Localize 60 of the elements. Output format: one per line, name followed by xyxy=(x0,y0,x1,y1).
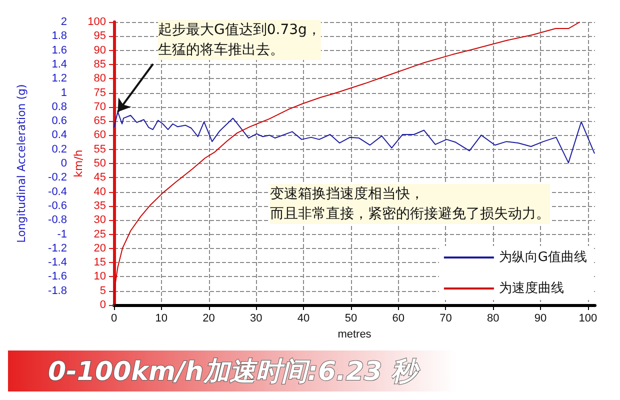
y2-axis-title: km/h xyxy=(72,150,85,178)
y2-tick-label: 75 xyxy=(94,86,106,99)
y-axis-title: Longitudinal Acceleration (g) xyxy=(15,84,28,243)
y2-tick-label: 10 xyxy=(94,270,106,283)
y2-tick-label: 95 xyxy=(94,30,106,42)
y2-tick-label: 35 xyxy=(94,200,106,212)
legend-label: 为纵向G值曲线 xyxy=(498,250,588,265)
x-tick-label: 10 xyxy=(155,312,168,324)
x-tick-label: 0 xyxy=(110,312,118,324)
y-tick-label: 1.2 xyxy=(52,72,67,85)
y2-tick-label: 100 xyxy=(88,16,106,28)
y2-tick-label: 85 xyxy=(94,58,106,70)
x-tick-label: 30 xyxy=(250,312,262,324)
y2-tick-label: 70 xyxy=(94,100,106,113)
x-tick-label: 60 xyxy=(392,312,404,324)
x-tick-label: 80 xyxy=(486,312,500,324)
y-tick-label: 0.2 xyxy=(52,143,67,156)
y2-tick-label: 5 xyxy=(100,284,106,297)
y2-tick-label: 25 xyxy=(94,228,106,240)
x-tick-label: 90 xyxy=(534,312,547,324)
y-tick-label: 1.4 xyxy=(52,58,67,70)
x-axis-title: metres xyxy=(338,328,372,340)
y-tick-label: -0.4 xyxy=(48,186,67,198)
annotation: 起步最大G值达到0.73g，生猛的将车推出去。 xyxy=(158,22,321,58)
y-tick-label: -1 xyxy=(57,228,67,240)
y-tick-label: 0 xyxy=(60,158,67,170)
y-tick-label: 0.8 xyxy=(52,100,67,113)
y-tick-label: 1.6 xyxy=(52,44,67,56)
y2-tick-label: 80 xyxy=(94,72,106,85)
y2-tick-label: 15 xyxy=(94,256,106,269)
annotation: 变速箱换挡速度相当快，而且非常直接，紧密的衔接避免了损失动力。 xyxy=(270,186,550,222)
y-tick-label: 0.6 xyxy=(52,115,67,128)
y2-tick-label: 0 xyxy=(100,299,106,311)
x-tick-label: 100 xyxy=(578,312,598,324)
x-tick-label: 20 xyxy=(202,312,215,324)
y2-tick-label: 50 xyxy=(94,158,106,170)
y2-tick-label: 55 xyxy=(94,143,106,156)
y-tick-label: -0.6 xyxy=(48,200,67,212)
legend-label: 为速度曲线 xyxy=(498,280,564,296)
y2-tick-label: 30 xyxy=(94,214,106,226)
x-tick-label: 70 xyxy=(440,312,452,324)
y-tick-label: -1.2 xyxy=(48,242,67,254)
y-tick-label: 0.4 xyxy=(52,129,67,142)
y-tick-label: -1.4 xyxy=(48,256,67,269)
y-tick-label: -0.8 xyxy=(48,214,67,226)
y2-tick-label: 65 xyxy=(94,115,106,128)
x-tick-label: 40 xyxy=(297,312,310,324)
text: 0-100km/h加速时间:6.23 秒 xyxy=(48,357,422,387)
y-tick-label: 2 xyxy=(60,16,67,28)
y-tick-label: -1.8 xyxy=(48,284,67,297)
y-tick-label: -0.2 xyxy=(48,172,67,184)
y-tick-label: -1.6 xyxy=(48,270,67,283)
y2-tick-label: 90 xyxy=(94,44,106,56)
y2-tick-label: 60 xyxy=(94,129,106,142)
y2-tick-label: 45 xyxy=(94,172,106,184)
y2-tick-label: 20 xyxy=(94,242,106,254)
y-tick-label: 1.8 xyxy=(52,30,67,42)
x-tick-label: 50 xyxy=(344,312,358,324)
y2-tick-label: 40 xyxy=(94,186,106,198)
y-tick-label: 1 xyxy=(60,86,67,99)
